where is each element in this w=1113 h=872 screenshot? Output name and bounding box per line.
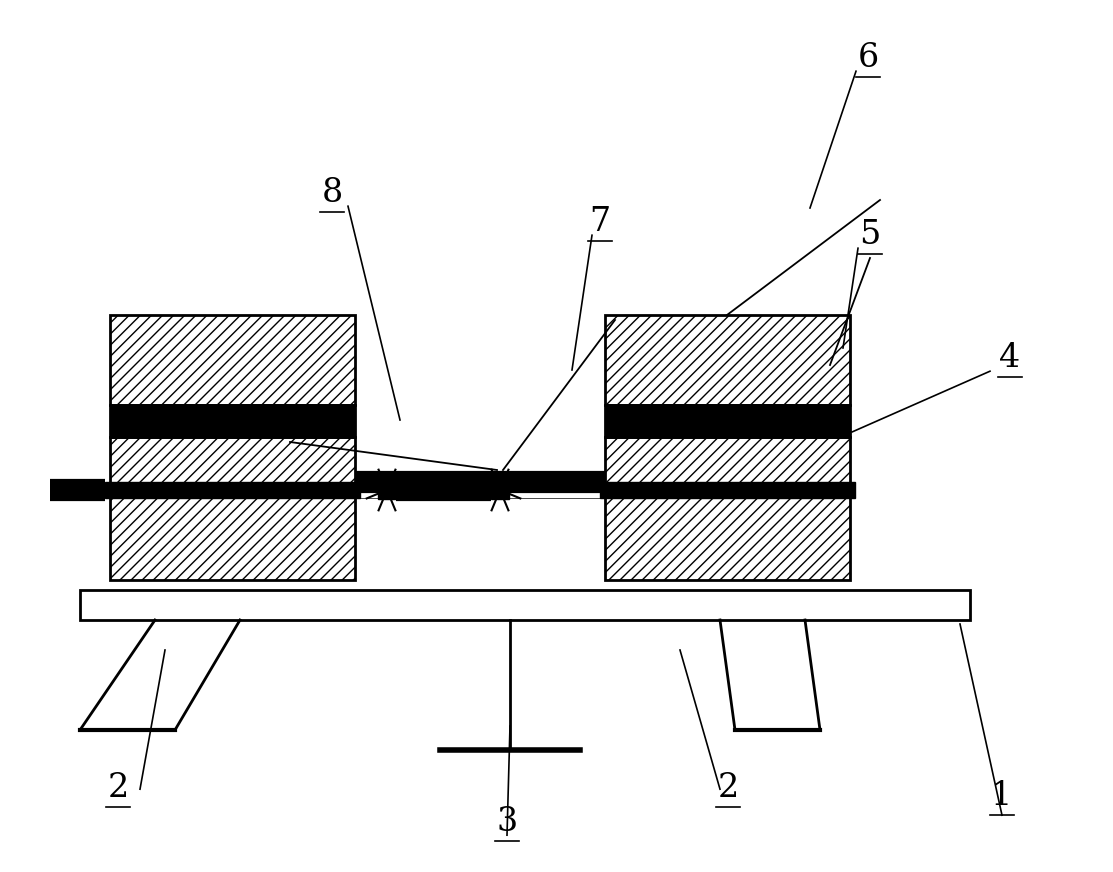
Text: 8: 8: [322, 177, 343, 209]
Bar: [605, 437, 850, 580]
Bar: [378, 481, 396, 499]
Bar: [80, 590, 971, 620]
Bar: [110, 315, 355, 405]
Text: 3: 3: [496, 806, 518, 838]
Bar: [605, 315, 850, 405]
Bar: [110, 405, 355, 437]
Text: 2: 2: [718, 772, 739, 804]
Bar: [600, 482, 855, 498]
Text: 6: 6: [857, 42, 878, 74]
Text: 5: 5: [859, 219, 880, 251]
Text: 1: 1: [992, 780, 1013, 812]
Text: 4: 4: [999, 342, 1021, 374]
Text: 7: 7: [590, 206, 611, 238]
Bar: [105, 482, 359, 498]
Text: 2: 2: [107, 772, 129, 804]
Bar: [605, 405, 850, 437]
Bar: [491, 481, 509, 499]
Bar: [110, 437, 355, 580]
